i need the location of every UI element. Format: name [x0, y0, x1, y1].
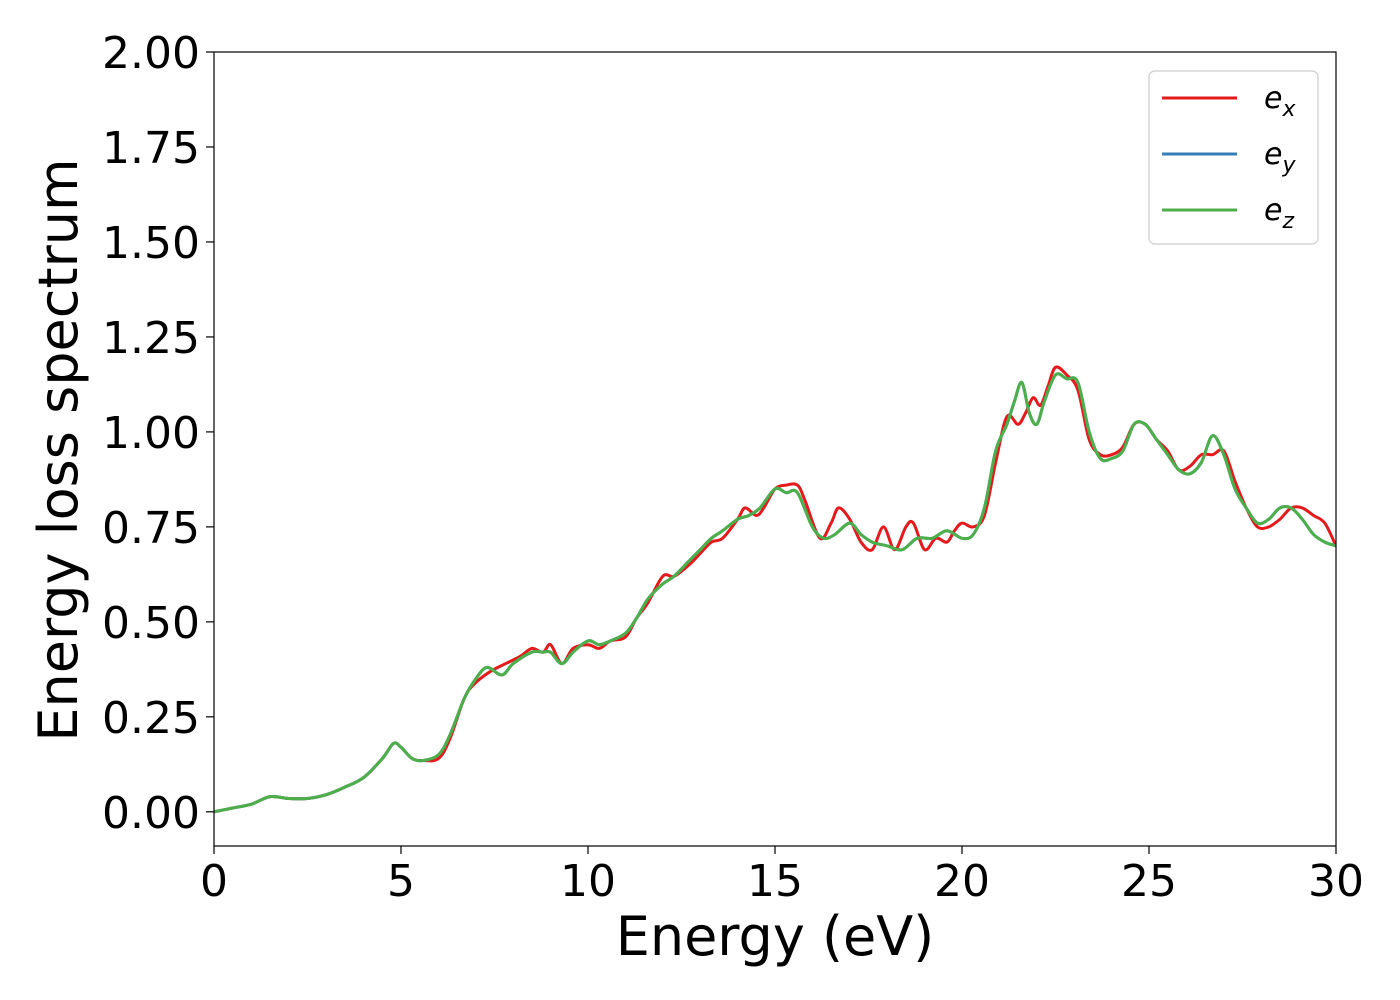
series-lines	[214, 365, 1336, 814]
y-tick-label: 2.00	[102, 28, 200, 79]
x-tick-label: 0	[200, 856, 228, 907]
y-axis-label: Energy loss spectrum	[27, 158, 90, 741]
x-tick-label: 10	[560, 856, 616, 907]
x-axis-label: Energy (eV)	[616, 905, 935, 968]
y-tick-label: 1.00	[102, 408, 200, 459]
legend-label-y: ey	[1264, 137, 1296, 178]
y-tick-label: 0.75	[102, 503, 200, 554]
y-tick-label: 1.50	[102, 218, 200, 269]
y-tick-label: 1.25	[102, 313, 200, 364]
y-axis-ticks: 0.00 0.25 0.50 0.75 1.00 1.25 1.50 1.75 2.00	[102, 28, 214, 839]
plot-area	[213, 51, 1337, 847]
y-tick-label: 0.25	[102, 693, 200, 744]
x-tick-label: 5	[387, 856, 415, 907]
legend-label-z: ez	[1264, 193, 1294, 234]
x-axis-ticks: 0 5 10 15 20 25 30	[200, 846, 1364, 907]
series-line-e-z	[214, 372, 1336, 814]
x-tick-label: 25	[1121, 856, 1177, 907]
y-tick-label: 1.75	[102, 123, 200, 174]
x-tick-label: 15	[747, 856, 803, 907]
y-tick-label: 0.50	[102, 598, 200, 649]
x-tick-label: 20	[934, 856, 990, 907]
legend: ex ey ez	[1148, 70, 1319, 245]
y-tick-label: 0.00	[102, 788, 200, 839]
legend-label-x: ex	[1264, 81, 1296, 122]
x-tick-label: 30	[1308, 856, 1364, 907]
legend-box	[1148, 70, 1319, 245]
